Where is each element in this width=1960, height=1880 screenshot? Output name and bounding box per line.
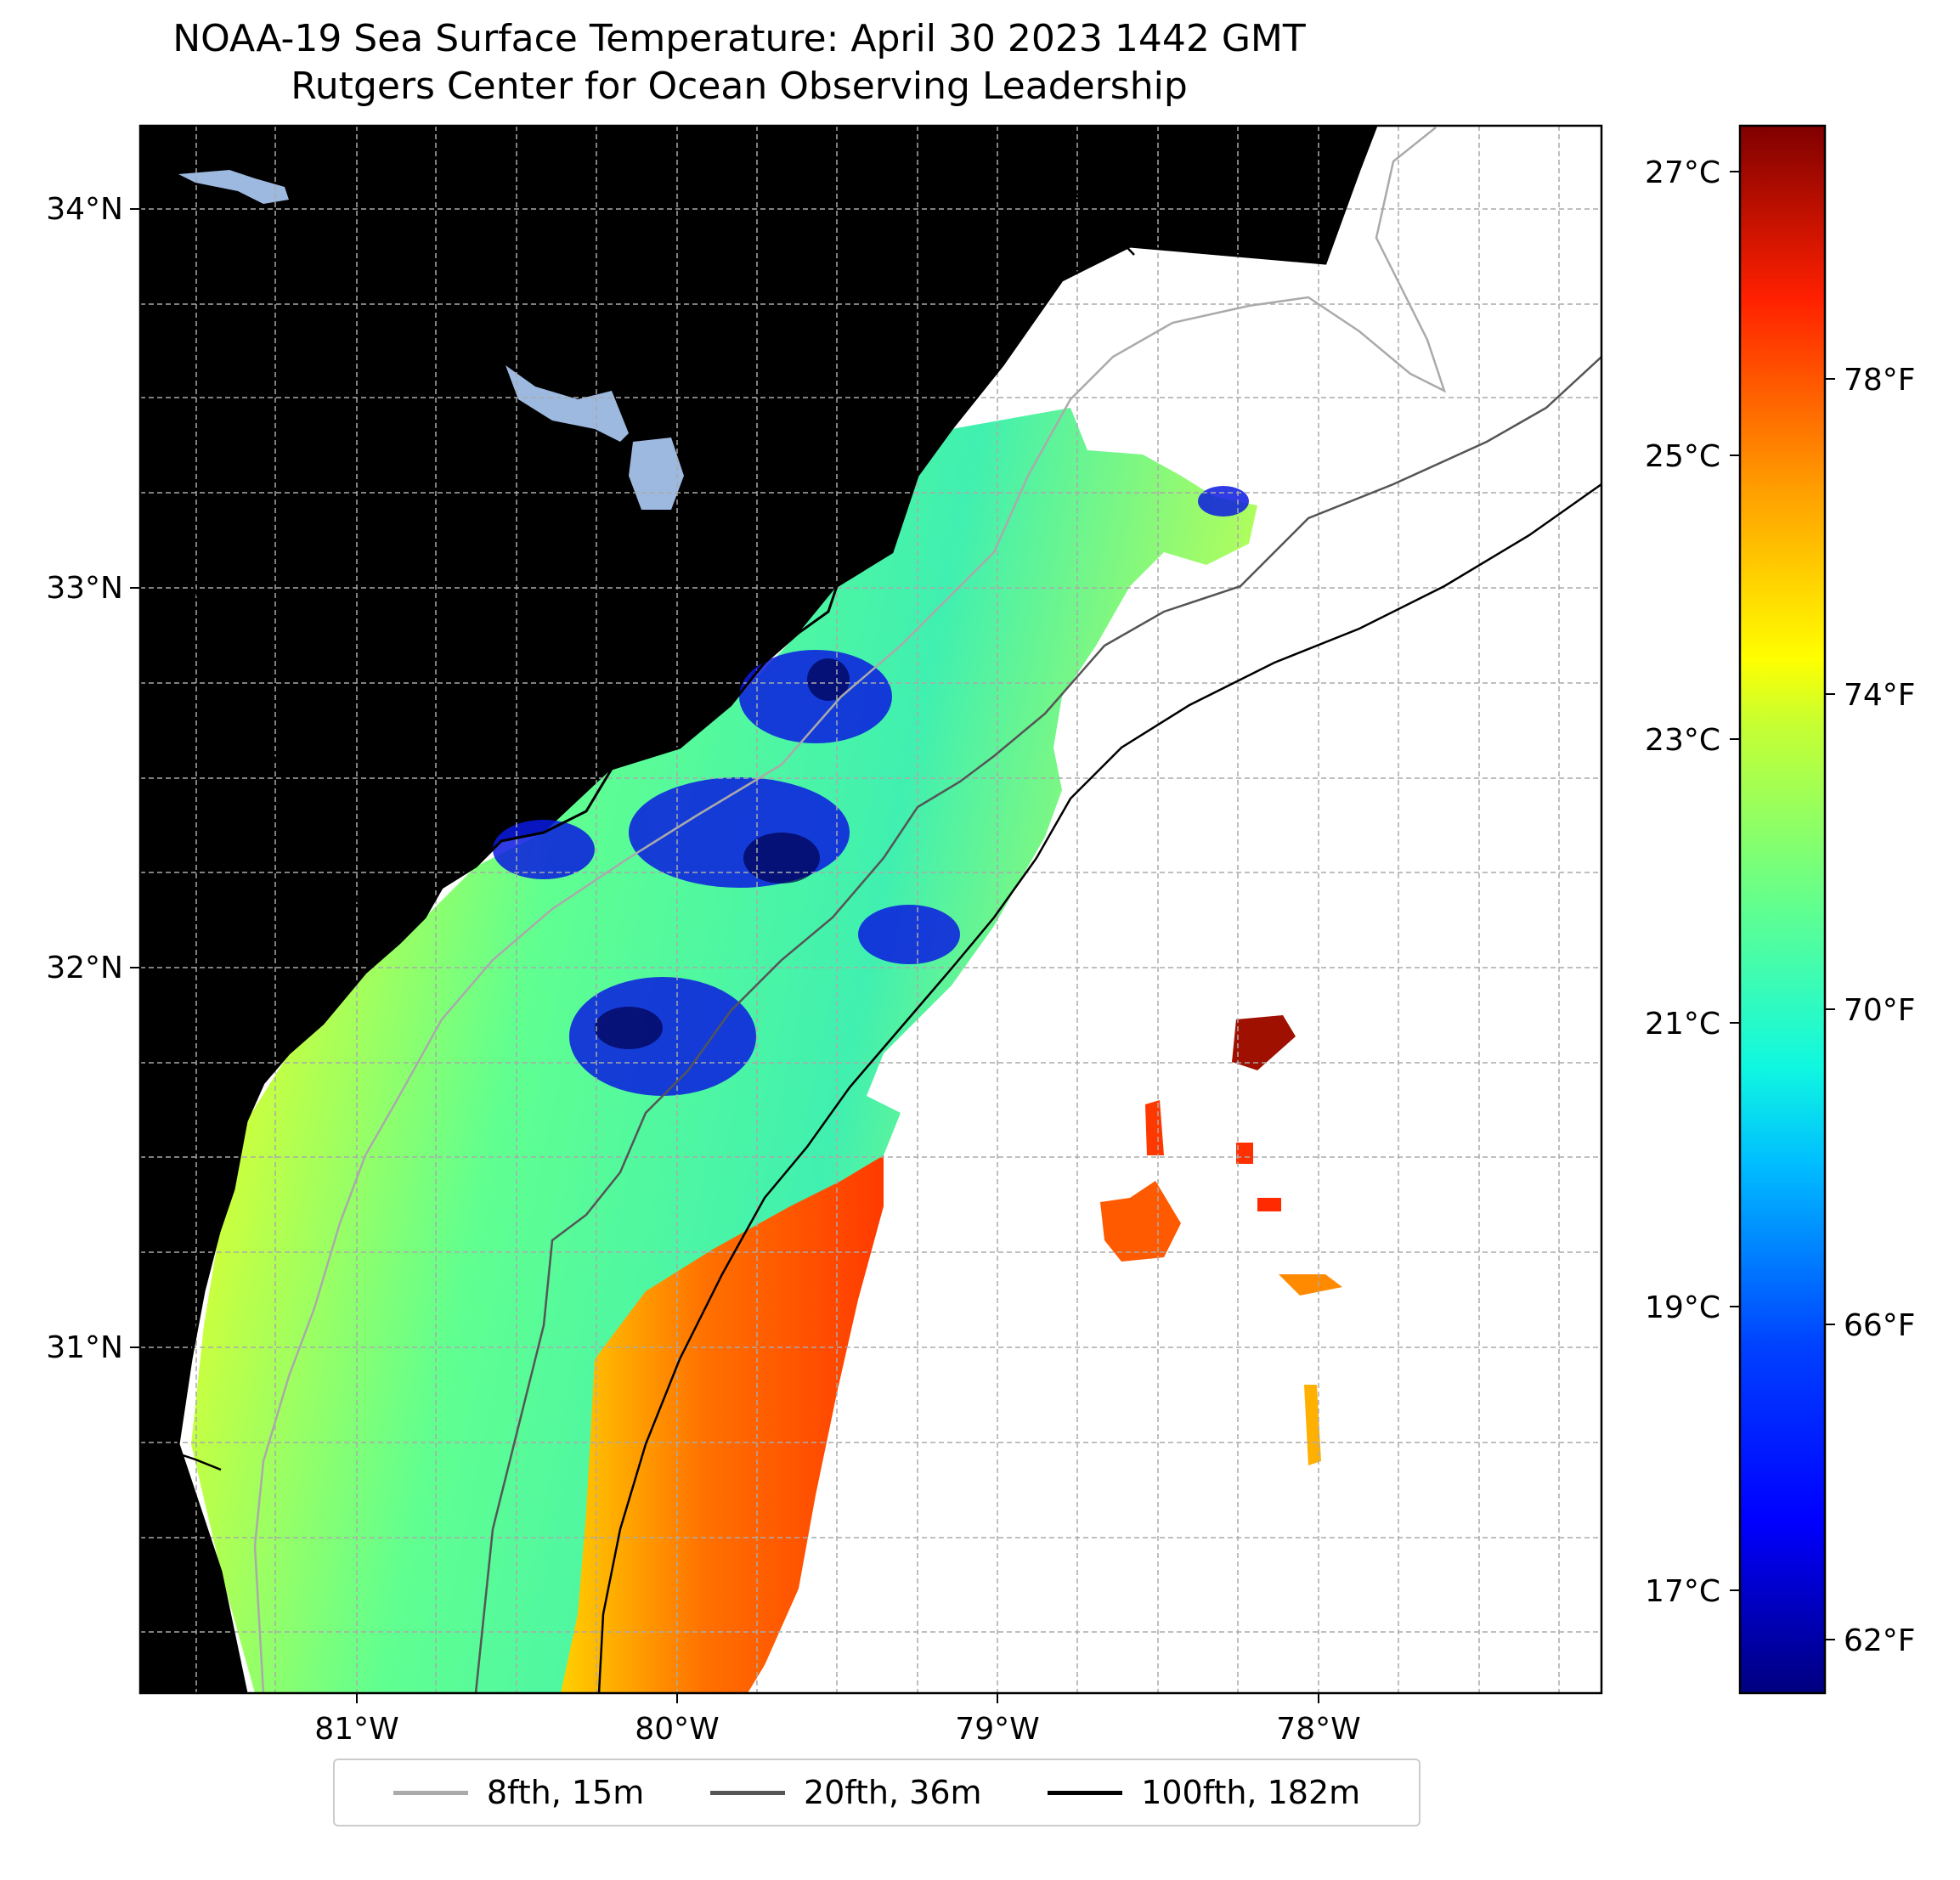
colorbar-gradient (1738, 124, 1827, 1695)
legend-label: 100fth, 182m (1141, 1774, 1361, 1811)
sst-warm-region (561, 1155, 884, 1693)
lat-label-31: 31°N (46, 1330, 123, 1365)
colorbar: 27°C 25°C 23°C 21°C 19°C 17°C 78°F 74°F … (1645, 124, 1916, 1695)
colorbar-c-label: 17°C (1645, 1574, 1720, 1609)
lat-axis: 34°N 33°N 32°N 31°N (46, 192, 140, 1365)
colorbar-c-label: 23°C (1645, 723, 1720, 758)
legend-line-100fth (1048, 1790, 1123, 1795)
colorbar-c-label: 19°C (1645, 1290, 1720, 1325)
lon-label-78: 78°W (1276, 1712, 1360, 1747)
lon-axis: 81°W 80°W 79°W 78°W (314, 1693, 1361, 1747)
legend-label: 8fth, 15m (486, 1774, 645, 1811)
graticule (140, 126, 1601, 1693)
map-frame (138, 124, 1603, 1695)
legend-item-8fth: 8fth, 15m (393, 1774, 644, 1811)
colorbar-f-label: 66°F (1844, 1308, 1916, 1343)
lon-label-80: 80°W (635, 1712, 719, 1747)
legend-item-20fth: 20fth, 36m (709, 1774, 982, 1811)
lat-label-34: 34°N (46, 192, 123, 227)
lat-label-33: 33°N (46, 571, 123, 606)
sst-offshore-patches (1100, 1015, 1342, 1465)
map-area (140, 126, 1601, 1693)
legend-label: 20fth, 36m (803, 1774, 982, 1811)
figure-title: NOAA-19 Sea Surface Temperature: April 3… (172, 17, 1306, 60)
isobath-100fth (597, 483, 1601, 1693)
isobath-8fth (253, 127, 1447, 1693)
colorbar-c-label: 21°C (1645, 1007, 1720, 1042)
legend-line-20fth (709, 1790, 785, 1795)
legend-item-100fth: 100fth, 182m (1048, 1774, 1360, 1811)
colorbar-f-label: 62°F (1844, 1623, 1916, 1658)
colorbar-c-label: 27°C (1645, 155, 1720, 190)
lon-label-81: 81°W (314, 1712, 398, 1747)
colorbar-f-label: 78°F (1844, 363, 1916, 398)
land (140, 126, 1376, 1693)
lakes (178, 170, 684, 510)
coastline (177, 126, 1378, 1693)
state-borders (140, 127, 1135, 1471)
colorbar-c-label: 25°C (1645, 439, 1720, 474)
colorbar-f-label: 70°F (1844, 993, 1916, 1028)
colorbar-celsius-axis: 27°C 25°C 23°C 21°C 19°C 17°C (1645, 155, 1740, 1609)
colorbar-fahrenheit-axis: 78°F 74°F 70°F 66°F 62°F (1825, 363, 1916, 1658)
isobath-legend: 8fth, 15m 20fth, 36m 100fth, 182m (333, 1759, 1421, 1826)
legend-line-8fth (393, 1790, 468, 1795)
lon-label-79: 79°W (955, 1712, 1039, 1747)
lat-label-32: 32°N (46, 951, 123, 985)
figure-subtitle: Rutgers Center for Ocean Observing Leade… (291, 65, 1188, 108)
colorbar-f-label: 74°F (1844, 678, 1916, 713)
isobath-20fth (474, 356, 1601, 1693)
